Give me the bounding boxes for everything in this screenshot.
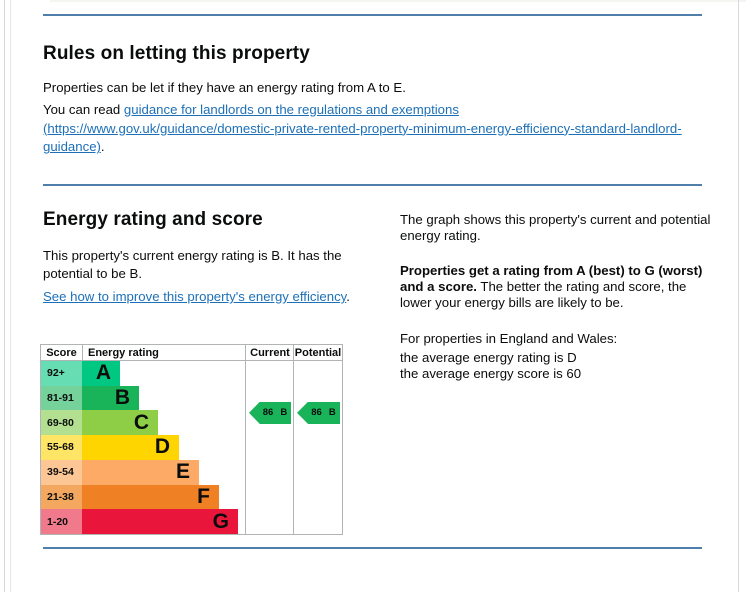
epc-rating-chart: Score Energy rating Current Potential 92… (40, 344, 343, 535)
band-bar-a: A (82, 361, 120, 386)
band-score-label: 21-38 (41, 484, 82, 510)
band-row-f: 21-38 F (41, 484, 342, 510)
average-score-line: the average energy score is 60 (400, 366, 582, 382)
band-score-label: 1-20 (41, 509, 82, 534)
band-score-label: 69-80 (41, 410, 82, 436)
rating-explanation-rest: The better the rating and score, the low… (400, 279, 687, 311)
graph-intro-para: The graph shows this property's current … (400, 212, 711, 244)
page-top-edge (50, 0, 746, 2)
band-bar-b: B (82, 385, 139, 411)
rating-summary: This property's current energy rating is… (43, 248, 342, 282)
page-edge-line (4, 0, 5, 592)
section-divider (43, 547, 702, 549)
averages-list: the average energy rating is D the avera… (400, 350, 715, 383)
band-bar-f: F (82, 484, 219, 510)
guidance-suffix: . (100, 139, 105, 155)
guidance-prefix: You can read (43, 102, 124, 117)
current-rating-arrow: 86 B (249, 401, 291, 425)
improve-suffix: . (346, 289, 350, 304)
landlord-guidance-link-url[interactable]: (https://www.gov.uk/guidance/domestic-pr… (43, 120, 682, 136)
band-bar-c: C (82, 410, 158, 436)
current-letter: B (280, 407, 288, 419)
average-rating-line: the average energy rating is D (400, 350, 577, 365)
energy-rating-column-header: Energy rating (88, 346, 159, 359)
band-score-label: 39-54 (41, 459, 82, 485)
potential-column-header: Potential (294, 346, 342, 359)
improve-efficiency-link[interactable]: See how to improve this property's energ… (43, 289, 347, 304)
section-divider (43, 14, 702, 16)
epc-chart-header: Score Energy rating Current Potential (41, 345, 342, 361)
table-divider (82, 345, 83, 360)
band-bar-e: E (82, 459, 199, 485)
band-score-label: 55-68 (41, 435, 82, 460)
potential-score: 86 (311, 407, 322, 419)
section-divider (43, 184, 702, 186)
epc-chart-body: 92+ A 81-91 B 69-80 C 55-68 D 39-54 E 21… (41, 345, 342, 534)
rules-section-title: Rules on letting this property (43, 42, 310, 64)
current-column-header: Current (250, 346, 290, 359)
table-divider (293, 345, 294, 534)
score-column-header: Score (46, 346, 77, 359)
rules-para: Properties can be let if they have an en… (43, 80, 406, 96)
energy-section-title: Energy rating and score (43, 208, 263, 230)
band-row-c: 69-80 C (41, 410, 342, 436)
landlord-guidance-link-url-end[interactable]: guidance) (43, 139, 101, 155)
potential-letter: B (328, 407, 336, 419)
landlord-guidance-link[interactable]: guidance for landlords on the regulation… (123, 102, 459, 117)
band-row-b: 81-91 B (41, 385, 342, 411)
band-row-d: 55-68 D (41, 435, 342, 460)
page-edge-line (738, 0, 739, 592)
band-row-e: 39-54 E (41, 459, 342, 485)
table-divider (245, 345, 246, 534)
rating-explanation-bold: Properties get a rating from A (best) to… (400, 263, 703, 295)
page-edge-line (10, 0, 11, 592)
band-bar-g: G (82, 509, 238, 534)
improve-paragraph: See how to improve this property's energ… (43, 288, 361, 306)
band-row-a: 92+ A (41, 361, 342, 386)
england-wales-para: For properties in England and Wales: (400, 331, 618, 347)
band-bar-d: D (82, 435, 179, 460)
current-score: 86 (262, 407, 274, 419)
rating-explanation-para: Properties get a rating from A (best) to… (400, 263, 715, 311)
guidance-paragraph: You can read guidance for landlords on t… (43, 101, 713, 157)
band-score-label: 92+ (41, 361, 82, 386)
band-score-label: 81-91 (41, 385, 82, 411)
band-row-g: 1-20 G (41, 509, 342, 534)
potential-rating-arrow: 86 B (297, 401, 340, 425)
